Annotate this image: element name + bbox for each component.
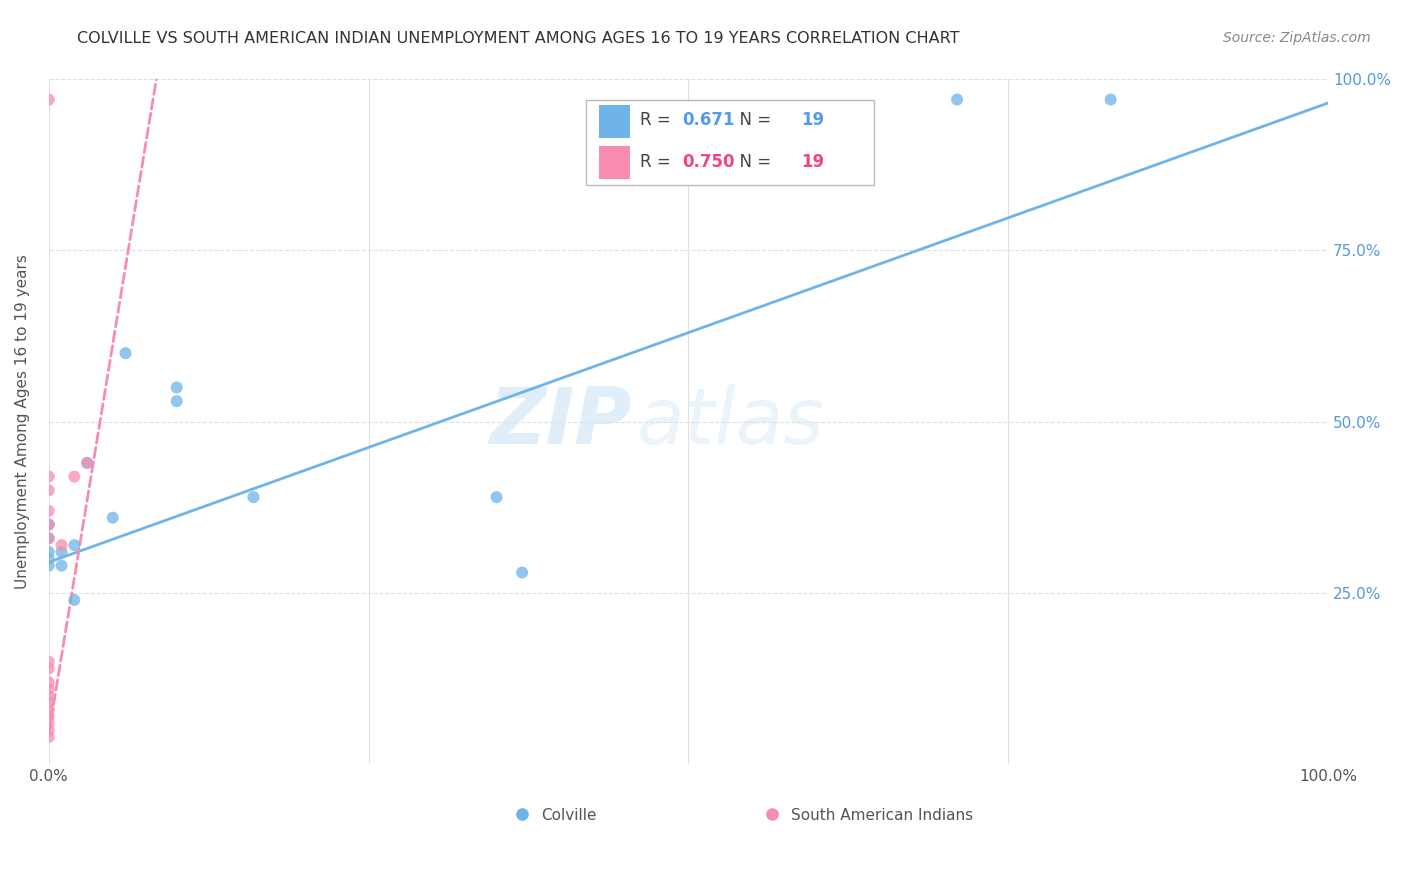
Text: N =: N = [730,153,776,170]
Point [510,566,533,580]
Point [166,394,188,409]
Point [101,510,124,524]
Text: 19: 19 [801,153,824,170]
Point [38,661,60,675]
Text: 19: 19 [801,112,824,129]
Text: R =: R = [640,153,676,170]
Point [76,456,98,470]
Point [38,696,60,710]
Text: 0.750: 0.750 [682,153,734,170]
Text: Colville: Colville [541,808,596,823]
FancyBboxPatch shape [586,100,875,186]
Point [51,558,73,573]
Y-axis label: Unemployment Among Ages 16 to 19 years: Unemployment Among Ages 16 to 19 years [15,254,30,589]
Point [76,456,98,470]
Point [38,558,60,573]
Point [38,703,60,717]
Point [63,469,86,483]
FancyBboxPatch shape [599,104,630,137]
Point [38,716,60,731]
Point [38,531,60,545]
Point [38,723,60,738]
Text: atlas: atlas [637,384,825,459]
Point [38,709,60,723]
Text: R =: R = [640,112,676,129]
Point [51,538,73,552]
Text: 0.671: 0.671 [682,112,734,129]
Text: South American Indians: South American Indians [790,808,973,823]
Point [38,517,60,532]
Point [38,730,60,744]
Point [38,531,60,545]
Point [63,538,86,552]
Point [114,346,136,360]
Point [166,380,188,394]
Point [38,655,60,669]
Point [38,681,60,696]
Text: ZIP: ZIP [489,384,631,459]
Text: COLVILLE VS SOUTH AMERICAN INDIAN UNEMPLOYMENT AMONG AGES 16 TO 19 YEARS CORRELA: COLVILLE VS SOUTH AMERICAN INDIAN UNEMPL… [77,31,960,46]
Point [38,545,60,559]
Point [946,93,969,107]
Point [1099,93,1122,107]
Point [485,490,508,504]
Point [510,806,533,821]
Point [38,551,60,566]
Point [38,93,60,107]
Text: N =: N = [730,112,776,129]
Point [761,806,783,821]
Point [63,593,86,607]
Point [51,545,73,559]
Point [242,490,264,504]
Point [38,517,60,532]
Point [38,483,60,498]
Point [38,689,60,703]
Point [38,469,60,483]
Point [38,504,60,518]
Point [38,675,60,690]
Text: Source: ZipAtlas.com: Source: ZipAtlas.com [1223,31,1371,45]
FancyBboxPatch shape [599,145,630,178]
